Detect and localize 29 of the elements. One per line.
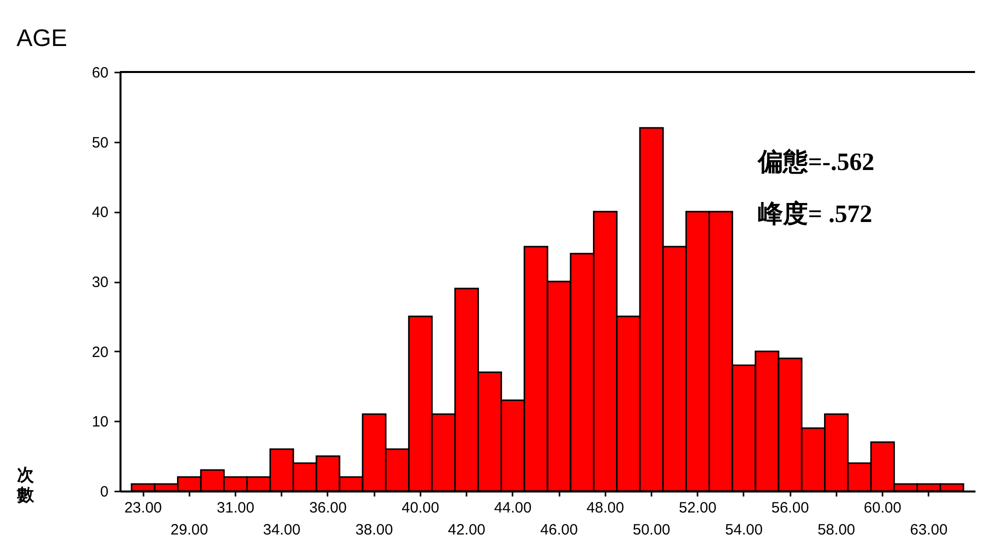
x-tick-label: 50.00 [632, 522, 670, 538]
x-tick-label: 38.00 [355, 522, 393, 538]
x-tick-label: 23.00 [124, 500, 162, 516]
x-tick-label: 36.00 [309, 500, 347, 516]
x-tick-label: 60.00 [864, 500, 902, 516]
x-tick-label: 46.00 [540, 522, 578, 538]
x-tick-label: 56.00 [771, 500, 809, 516]
y-tick-label: 60 [92, 64, 108, 82]
x-tick-label: 54.00 [725, 522, 763, 538]
x-tick-label: 52.00 [678, 500, 716, 516]
y-tick-label: 30 [92, 274, 108, 291]
x-tick-label: 44.00 [494, 500, 532, 516]
annotation: 峰度= .572 [758, 200, 872, 228]
x-tick-label: 58.00 [818, 522, 856, 538]
x-tick-label: 34.00 [262, 522, 301, 538]
chart-title: AGE [16, 25, 68, 52]
x-tick-label: 29.00 [170, 522, 208, 538]
y-tick-label: 10 [92, 414, 108, 431]
x-tick-label: 40.00 [402, 500, 440, 516]
x-tick-label: 48.00 [586, 500, 624, 516]
y-tick-label: 40 [92, 204, 108, 222]
x-tick-label: 63.00 [910, 522, 948, 538]
y-tick-label: 0 [100, 484, 108, 500]
y-tick-label: 50 [92, 134, 108, 152]
y-tick-label: 20 [92, 344, 108, 361]
x-tick-label: 31.00 [216, 500, 254, 516]
y-axis-title: 次數 [16, 466, 35, 504]
x-tick-label: 42.00 [448, 522, 486, 538]
annotation: 偏態=-.562 [757, 148, 874, 176]
